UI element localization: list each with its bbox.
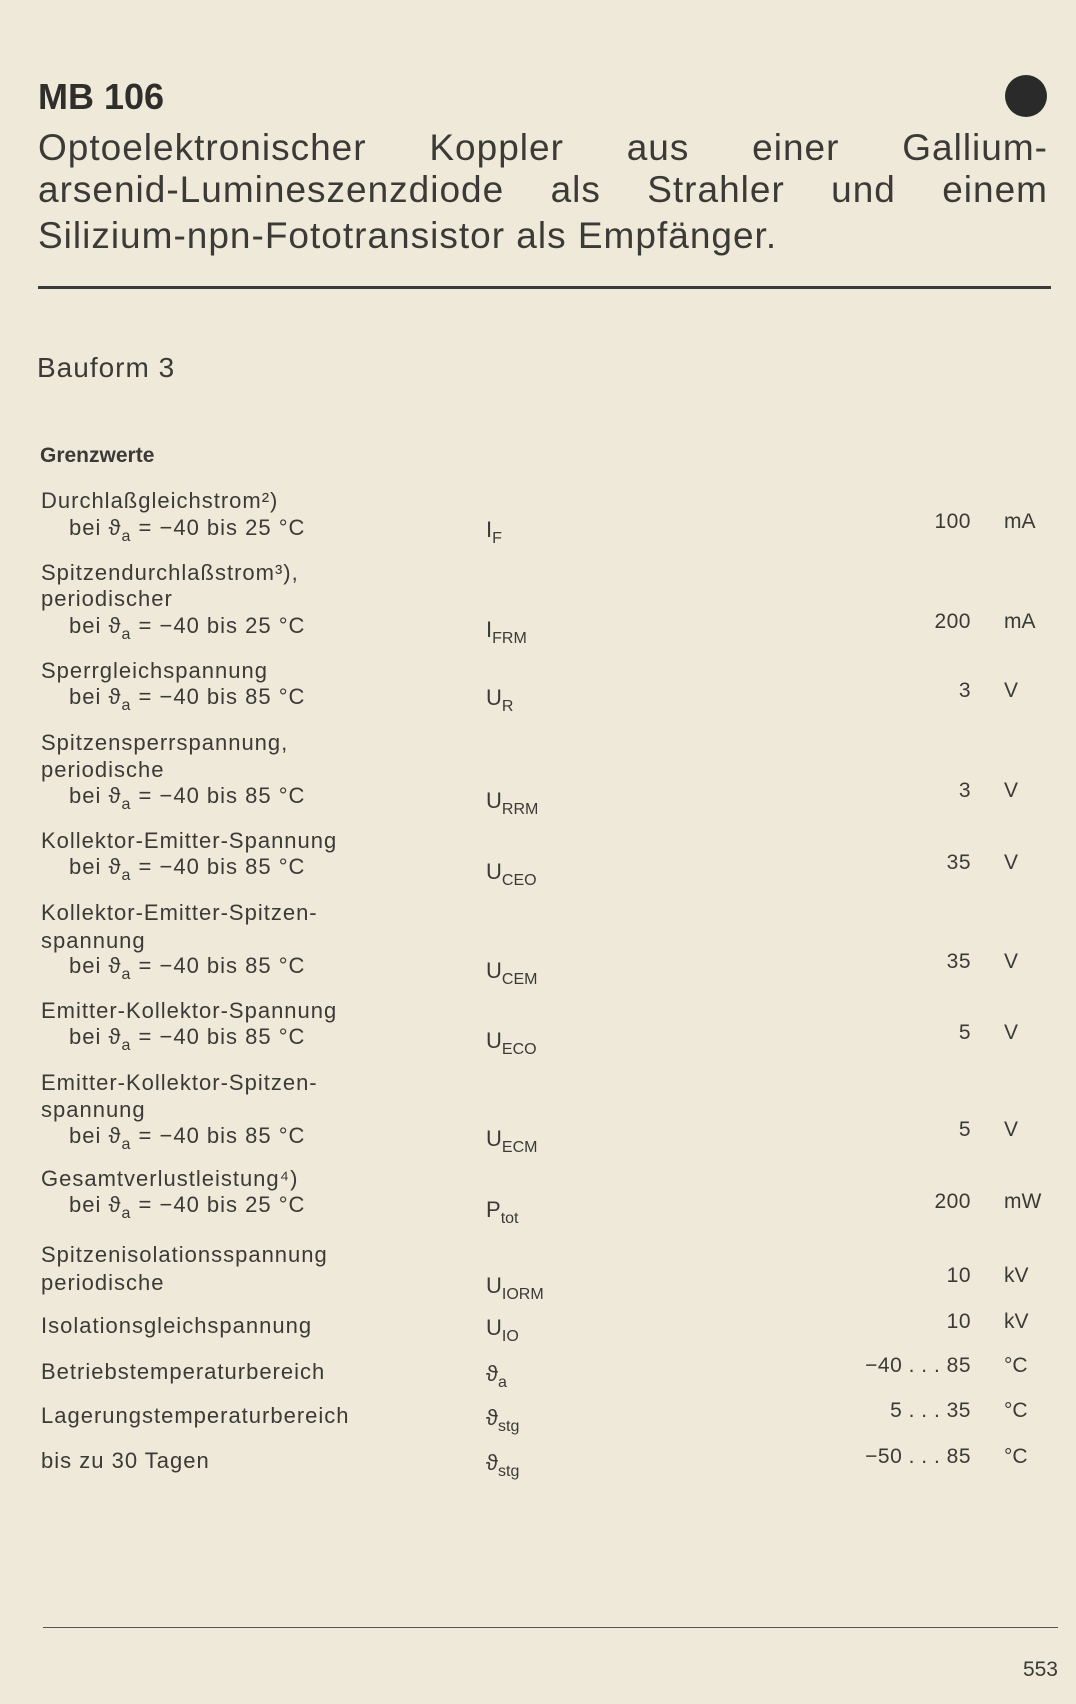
param-symbol: IF — [486, 517, 502, 547]
param-symbol: ϑa — [486, 1361, 507, 1391]
header-rule — [38, 286, 1051, 289]
param-symbol: ϑstg — [486, 1405, 520, 1435]
footer-rule — [43, 1627, 1058, 1628]
param-unit: °C — [1004, 1399, 1028, 1422]
param-symbol: URRM — [486, 788, 539, 818]
param-value: 5 — [958, 1021, 971, 1044]
param-label: Kollektor-Emitter-Spitzen- — [41, 900, 318, 925]
device-title: MB 106 — [38, 76, 165, 117]
param-value: 200 — [934, 610, 971, 633]
param-symbol: ϑstg — [486, 1450, 520, 1480]
param-value: 3 — [958, 779, 971, 802]
param-value: 200 — [934, 1190, 971, 1213]
param-label: Isolationsgleichspannung — [41, 1313, 313, 1338]
param-symbol: Ptot — [486, 1197, 519, 1227]
filled-circle-icon — [1005, 75, 1047, 117]
param-unit: °C — [1004, 1354, 1028, 1377]
param-symbol: IFRM — [486, 617, 527, 647]
section-heading: Grenzwerte — [40, 444, 155, 467]
param-condition: bei ϑa = −40 bis 25 °C — [69, 1192, 306, 1222]
param-value: 10 — [946, 1264, 971, 1287]
param-unit: kV — [1004, 1264, 1029, 1287]
param-symbol: UECM — [486, 1126, 538, 1156]
param-condition: bei ϑa = −40 bis 85 °C — [69, 953, 306, 983]
param-unit: mA — [1004, 510, 1036, 533]
param-unit: V — [1004, 779, 1019, 802]
param-value: −50 . . . 85 — [865, 1445, 971, 1468]
param-condition: bei ϑa = −40 bis 85 °C — [69, 1123, 306, 1153]
param-condition: bei ϑa = −40 bis 85 °C — [69, 783, 306, 813]
param-condition: bei ϑa = −40 bis 25 °C — [69, 515, 306, 545]
param-condition: bei ϑa = −40 bis 85 °C — [69, 684, 306, 714]
param-symbol: UIORM — [486, 1273, 544, 1303]
page-number: 553 — [1022, 1658, 1058, 1681]
param-value: 5 . . . 35 — [890, 1399, 971, 1422]
param-unit: V — [1004, 950, 1019, 973]
package-label: Bauform 3 — [37, 352, 176, 383]
param-value: 100 — [934, 510, 971, 533]
param-value: 10 — [946, 1310, 971, 1333]
param-label: Betriebstemperaturbereich — [41, 1359, 326, 1384]
description-line-1: Optoelektronischer Koppler aus einer Gal… — [38, 127, 1048, 168]
param-unit: V — [1004, 679, 1019, 702]
param-label: Durchlaßgleichstrom²) — [41, 488, 279, 513]
param-label: spannung — [41, 1097, 146, 1122]
param-label: spannung — [41, 928, 146, 953]
param-label: Emitter-Kollektor-Spannung — [41, 998, 338, 1023]
param-unit: V — [1004, 851, 1019, 874]
param-label: periodische — [41, 757, 165, 782]
param-value: 35 — [946, 851, 971, 874]
param-unit: kV — [1004, 1310, 1029, 1333]
param-label: Lagerungstemperaturbereich — [41, 1403, 350, 1428]
param-symbol: UECO — [486, 1028, 537, 1058]
param-label: Gesamtverlustleistung⁴) — [41, 1166, 299, 1191]
param-label: bis zu 30 Tagen — [41, 1448, 210, 1473]
param-unit: mW — [1004, 1190, 1042, 1213]
param-condition: bei ϑa = −40 bis 25 °C — [69, 613, 306, 643]
param-condition: bei ϑa = −40 bis 85 °C — [69, 854, 306, 884]
param-value: −40 . . . 85 — [865, 1354, 971, 1377]
param-label: Spitzendurchlaßstrom³), — [41, 560, 299, 585]
param-label: periodischer — [41, 586, 173, 611]
param-symbol: UR — [486, 685, 514, 715]
description-line-3: Silizium-npn-Fototransistor als Empfänge… — [38, 215, 778, 256]
param-label: Sperrgleichspannung — [41, 658, 268, 683]
param-value: 35 — [946, 950, 971, 973]
param-value: 5 — [958, 1118, 971, 1141]
param-label: Kollektor-Emitter-Spannung — [41, 828, 338, 853]
param-label: Emitter-Kollektor-Spitzen- — [41, 1070, 318, 1095]
param-symbol: UCEM — [486, 958, 538, 988]
param-value: 3 — [958, 679, 971, 702]
param-unit: °C — [1004, 1445, 1028, 1468]
param-unit: V — [1004, 1118, 1019, 1141]
description-line-2: arsenid-Lumineszenzdiode als Strahler un… — [38, 169, 1048, 210]
param-condition: bei ϑa = −40 bis 85 °C — [69, 1024, 306, 1054]
param-label: periodische — [41, 1270, 165, 1295]
param-unit: mA — [1004, 610, 1036, 633]
param-label: Spitzenisolationsspannung — [41, 1242, 328, 1267]
param-unit: V — [1004, 1021, 1019, 1044]
param-symbol: UIO — [486, 1315, 519, 1345]
param-label: Spitzensperrspannung, — [41, 730, 289, 755]
param-symbol: UCEO — [486, 859, 537, 889]
